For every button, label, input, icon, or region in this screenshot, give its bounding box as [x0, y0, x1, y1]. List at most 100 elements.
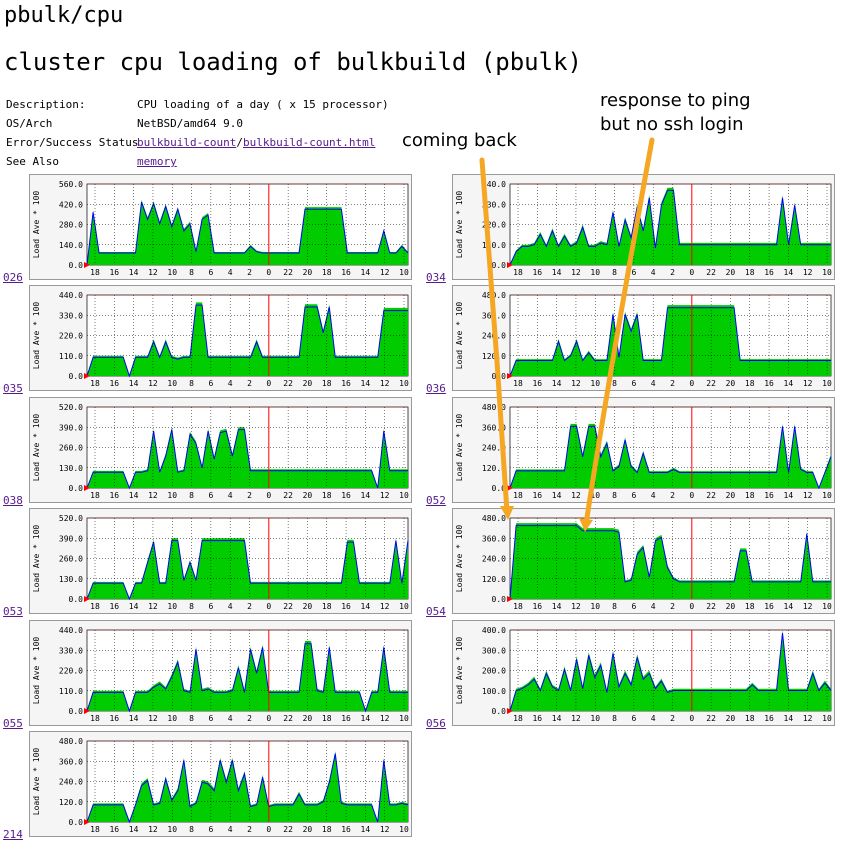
host-link-036[interactable]: 036 [426, 382, 446, 395]
y-tick-label: 120.0 [482, 464, 506, 473]
host-link-052[interactable]: 052 [426, 494, 446, 507]
x-tick-label: 6 [631, 379, 636, 388]
host-link-056[interactable]: 056 [426, 717, 446, 730]
x-tick-label: 20 [303, 714, 313, 723]
x-tick-label: 6 [631, 268, 636, 277]
annotation-ping-line1: response to ping [600, 90, 751, 111]
x-tick-label: 22 [283, 379, 293, 388]
host-link-035[interactable]: 035 [3, 382, 23, 395]
y-tick-label: 0.0 [492, 707, 507, 716]
x-tick-label: 18 [90, 825, 100, 834]
y-tick-label: 240.0 [482, 332, 506, 341]
y-tick-label: 220.0 [59, 332, 83, 341]
x-tick-label: 12 [571, 379, 581, 388]
x-tick-label: 2 [670, 379, 675, 388]
status-label: Error/Success Status [6, 136, 139, 149]
y-axis-label: Load Ave * 100 [32, 414, 41, 482]
x-tick-label: 14 [784, 379, 794, 388]
x-tick-label: 20 [726, 379, 736, 388]
origin-marker [84, 262, 90, 268]
y-tick-label: 220.0 [482, 221, 506, 230]
y-axis-label: Load Ave * 100 [32, 525, 41, 593]
y-tick-label: 520.0 [59, 403, 83, 412]
x-tick-label: 12 [571, 602, 581, 611]
y-tick-label: 260.0 [59, 555, 83, 564]
host-link-034[interactable]: 034 [426, 271, 446, 284]
status-link-count[interactable]: bulkbuild-count [137, 136, 237, 149]
x-tick-label: 8 [189, 379, 194, 388]
series-line [509, 525, 831, 600]
seealso-link-memory[interactable]: memory [137, 155, 177, 168]
origin-marker [84, 373, 90, 379]
host-link-026[interactable]: 026 [3, 271, 23, 284]
x-tick-label: 4 [651, 379, 656, 388]
x-tick-label: 14 [129, 491, 139, 500]
x-tick-label: 10 [590, 379, 600, 388]
x-tick-label: 8 [189, 825, 194, 834]
x-tick-label: 18 [745, 491, 755, 500]
x-tick-label: 2 [670, 602, 675, 611]
y-tick-label: 480.0 [482, 291, 506, 300]
x-tick-label: 2 [247, 714, 252, 723]
x-tick-label: 0 [689, 379, 694, 388]
x-tick-label: 6 [208, 268, 213, 277]
x-tick-label: 0 [689, 491, 694, 500]
seealso-label: See Also [6, 155, 59, 168]
x-tick-label: 16 [764, 602, 774, 611]
x-tick-label: 8 [189, 268, 194, 277]
x-tick-label: 12 [803, 714, 813, 723]
y-tick-label: 0.0 [69, 484, 84, 493]
status-link-separator: / [236, 136, 243, 149]
x-tick-label: 6 [631, 602, 636, 611]
x-tick-label: 16 [532, 268, 542, 277]
x-tick-label: 14 [552, 379, 562, 388]
series-line [86, 304, 408, 378]
x-tick-label: 0 [689, 714, 694, 723]
x-tick-label: 12 [571, 491, 581, 500]
y-axis-label: Load Ave * 100 [455, 525, 464, 593]
x-tick-label: 22 [706, 491, 716, 500]
host-link-053[interactable]: 053 [3, 605, 23, 618]
x-tick-label: 16 [341, 825, 351, 834]
x-tick-label: 14 [129, 379, 139, 388]
x-tick-label: 20 [726, 602, 736, 611]
y-tick-label: 0.0 [492, 484, 507, 493]
y-tick-label: 360.0 [59, 757, 83, 766]
series-area [87, 427, 408, 488]
x-tick-label: 20 [303, 825, 313, 834]
y-tick-label: 300.0 [482, 646, 506, 655]
x-tick-label: 12 [148, 825, 158, 834]
y-tick-label: 440.0 [59, 291, 83, 300]
series-line [509, 632, 832, 712]
x-tick-label: 10 [399, 379, 409, 388]
x-tick-label: 4 [651, 491, 656, 500]
x-tick-label: 0 [266, 825, 271, 834]
host-link-055[interactable]: 055 [3, 717, 23, 730]
x-tick-label: 14 [552, 714, 562, 723]
series-line [86, 540, 409, 601]
y-tick-label: 260.0 [59, 444, 83, 453]
status-link-count-html[interactable]: bulkbuild-count.html [242, 136, 376, 149]
x-tick-label: 22 [706, 379, 716, 388]
x-tick-label: 10 [399, 714, 409, 723]
x-tick-label: 18 [513, 714, 523, 723]
host-link-038[interactable]: 038 [3, 494, 23, 507]
y-tick-label: 480.0 [482, 403, 506, 412]
x-tick-label: 2 [247, 825, 252, 834]
x-tick-label: 18 [322, 602, 332, 611]
x-tick-label: 18 [90, 714, 100, 723]
x-tick-label: 0 [266, 379, 271, 388]
x-tick-label: 10 [399, 825, 409, 834]
host-link-054[interactable]: 054 [426, 605, 446, 618]
y-tick-label: 360.0 [482, 311, 506, 320]
y-axis-label: Load Ave * 100 [32, 748, 41, 816]
series-line [509, 307, 831, 377]
series-line [509, 189, 831, 266]
host-link-214[interactable]: 214 [3, 828, 23, 841]
y-axis-label: Load Ave * 100 [455, 637, 464, 705]
